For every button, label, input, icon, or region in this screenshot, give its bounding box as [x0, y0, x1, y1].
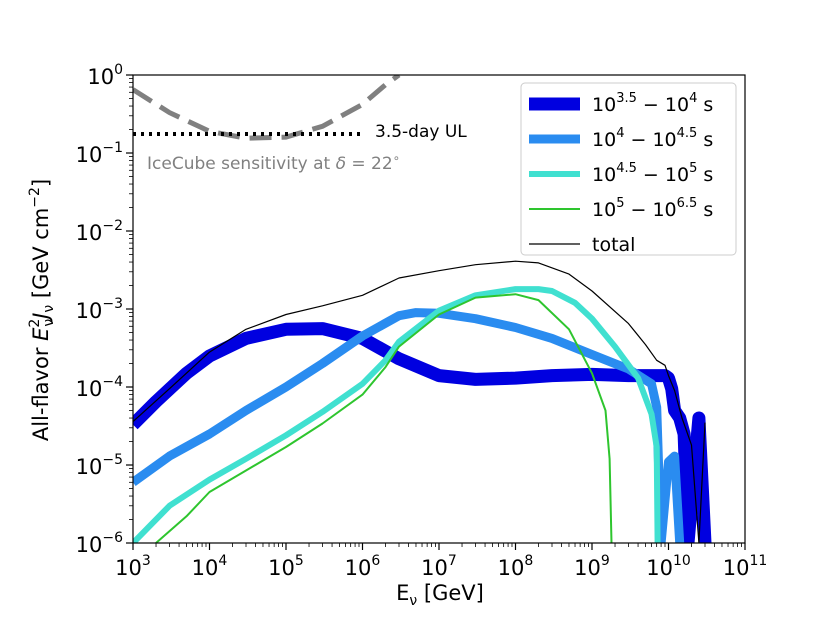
upper-limit-annotation: 3.5-day UL: [375, 122, 467, 142]
x-tick-label: 106: [345, 553, 381, 580]
series-5-6p5-line: [155, 293, 613, 543]
icecube-annotation: IceCube sensitivity at δ = 22∘: [147, 151, 400, 174]
icecube-sensitivity-curve: [133, 75, 401, 141]
y-tick-label: 100: [87, 62, 123, 89]
x-tick-label: 103: [115, 553, 151, 580]
legend: 103.5 − 104 s 104 − 104.5 s 104.5 − 105 s 1…: [520, 82, 737, 256]
legend-label-series-3p5-4: 103.5 − 104 s: [592, 91, 713, 116]
legend-label-series-4-4p5: 104 − 104.5 s: [592, 126, 713, 151]
legend-box: [520, 82, 737, 256]
plot-curves: [133, 75, 712, 543]
x-tick-label: 1010: [646, 553, 691, 580]
x-tick-label: 108: [498, 553, 534, 580]
axis-ticks: 103 104 105 106 107 108 109 1010 1011 10−6 10−5 10−…: [76, 62, 768, 580]
y-tick-label: 10−1: [76, 140, 123, 167]
y-tick-label: 10−6: [76, 530, 123, 557]
x-axis-label: Eν [GeV]: [396, 581, 484, 609]
x-tick-label: 1011: [723, 553, 768, 580]
x-tick-label: 105: [268, 553, 304, 580]
y-tick-label: 10−5: [76, 452, 123, 479]
x-tick-label: 109: [574, 553, 610, 580]
legend-label-series-5-6p5: 105 − 106.5 s: [592, 196, 713, 221]
y-tick-label: 10−2: [76, 218, 123, 245]
series-total-line: [133, 260, 706, 543]
y-tick-label: 10−4: [76, 374, 123, 401]
y-tick-label: 10−3: [76, 296, 123, 323]
series-4p5-5-line: [133, 286, 661, 543]
legend-label-series-4p5-5: 104.5 − 105 s: [592, 161, 713, 186]
y-axis-label: All-flavor E2νJν [GeV cm−2]: [27, 179, 57, 441]
x-tick-label: 107: [421, 553, 457, 580]
x-tick-label: 104: [192, 553, 228, 580]
legend-label-series-total: total: [592, 234, 635, 256]
series-3p5-4-line: [133, 322, 712, 543]
